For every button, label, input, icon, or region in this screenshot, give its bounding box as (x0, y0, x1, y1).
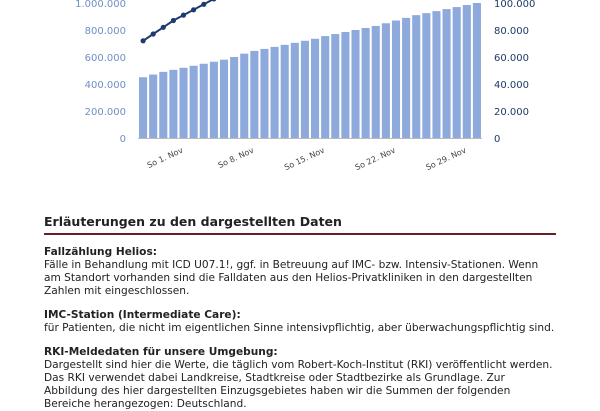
entry-title: IMC-Station (Intermediate Care): (44, 309, 241, 321)
bar (189, 65, 198, 138)
section-title: Erläuterungen zu den dargestellten Daten (44, 214, 556, 235)
left-tick-label: 200.000 (85, 107, 126, 118)
bar (280, 44, 289, 138)
bar (300, 40, 309, 138)
right-tick-label: 80.000 (494, 26, 529, 37)
bar (179, 67, 188, 138)
line-point (170, 17, 176, 24)
left-tick-label: 600.000 (85, 53, 126, 64)
explanation-helios: Fallzählung Helios: Fälle in Behandlung … (44, 246, 556, 298)
x-tick-label: So 29. Nov (425, 146, 468, 173)
bar (391, 20, 401, 138)
entry-text: Dargestellt sind hier die Werte, die täg… (44, 359, 553, 410)
left-tick-label: 400.000 (85, 80, 126, 91)
explanation-imc: IMC-Station (Intermediate Care): für Pat… (44, 309, 556, 335)
line-point (180, 12, 187, 18)
bar (240, 53, 249, 139)
explanation-rki: RKI-Meldedaten für unsere Umgebung: Darg… (44, 346, 556, 411)
right-axis: 0 20.000 40.000 60.000 80.000 100.000 (494, 0, 535, 145)
entry-title: RKI-Meldedaten für unsere Umgebung: (44, 346, 278, 358)
right-tick-label: 100.000 (494, 0, 535, 10)
x-tick-label: So 22. Nov (354, 146, 397, 173)
bar (432, 11, 441, 139)
x-axis-ticks: So 1. Nov So 8. Nov So 15. Nov So 22. Nov So… (146, 146, 468, 173)
left-tick-label: 800.000 (85, 26, 126, 37)
left-tick-label: 0 (120, 134, 126, 145)
bar (250, 50, 259, 138)
entry-text: für Patienten, die nicht im eigentlichen… (44, 322, 555, 334)
bar (422, 13, 431, 139)
right-tick-label: 0 (494, 134, 500, 145)
bar (230, 57, 239, 138)
left-axis: 0 200.000 400.000 600.000 800.000 1.000.000 (75, 0, 126, 145)
bar (260, 48, 269, 138)
bar (321, 36, 330, 138)
bar (452, 7, 461, 138)
x-tick-label: So 15. Nov (283, 146, 326, 173)
x-tick-label: So 1. Nov (146, 146, 185, 170)
bar (311, 38, 320, 138)
right-tick-label: 40.000 (494, 80, 529, 91)
right-tick-label: 60.000 (494, 53, 529, 64)
bar (371, 25, 380, 139)
line-point (160, 24, 166, 30)
bar (472, 3, 481, 138)
bar (290, 42, 299, 138)
bar (209, 61, 218, 138)
bar (331, 34, 340, 138)
entry-text: Fälle in Behandlung mit ICD U07.1!, ggf.… (44, 259, 539, 297)
bar (219, 59, 229, 139)
bar (351, 30, 360, 138)
line-point (140, 38, 146, 44)
bar (199, 63, 208, 138)
bar (139, 77, 148, 138)
bar-series (139, 3, 481, 139)
bar (402, 17, 411, 139)
entry-title: Fallzählung Helios: (44, 246, 158, 258)
covid-cases-chart: 0 200.000 400.000 600.000 800.000 1.000.000 0… (75, 0, 535, 173)
bar (149, 74, 158, 138)
bar (442, 9, 451, 138)
line-point (201, 1, 207, 7)
bar (169, 69, 178, 138)
right-tick-label: 20.000 (494, 107, 529, 118)
line-point (191, 7, 197, 13)
bar (462, 5, 471, 139)
explanations-section: Erläuterungen zu den dargestellten Daten… (44, 214, 556, 411)
left-tick-label: 1.000.000 (75, 0, 126, 10)
bar (412, 15, 421, 138)
line-series (140, 0, 217, 44)
x-tick-label: So 8. Nov (217, 146, 256, 170)
line-point (211, 0, 217, 2)
line-point (150, 31, 156, 37)
bar (341, 32, 350, 138)
bar (361, 27, 370, 138)
bar (270, 46, 279, 139)
bar (381, 23, 390, 138)
bar (159, 71, 168, 138)
